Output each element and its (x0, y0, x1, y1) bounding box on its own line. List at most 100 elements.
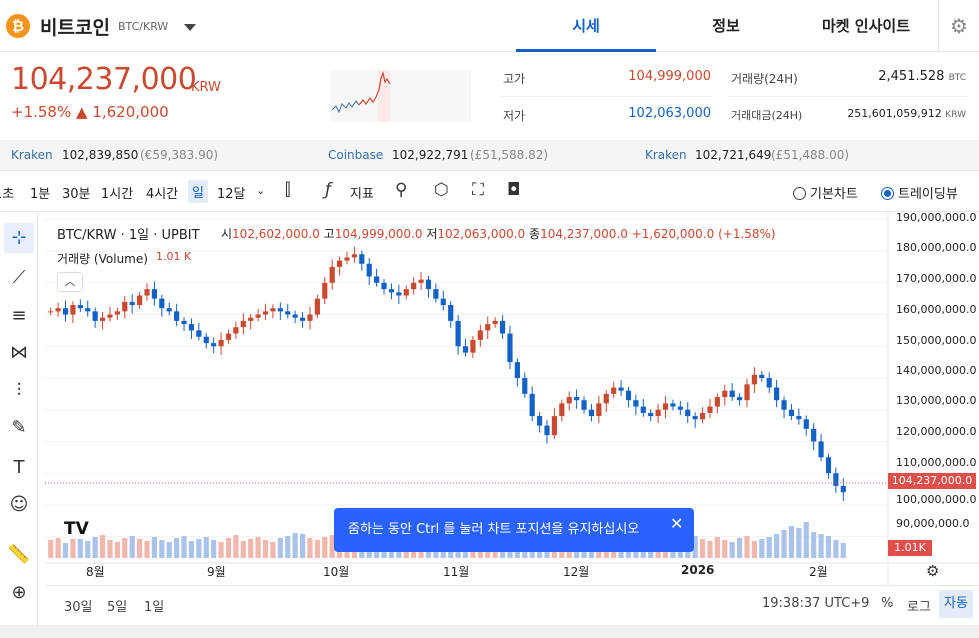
close-icon[interactable]: ✕ (670, 514, 684, 533)
chevron-down-icon[interactable] (184, 24, 196, 31)
pattern-icon[interactable]: ⋈ (10, 342, 28, 363)
range-5d[interactable]: 5일 (107, 600, 128, 615)
candle (529, 393, 535, 417)
mini-chart (330, 70, 471, 122)
candle (129, 301, 135, 306)
tf-30m[interactable]: 30분 (62, 187, 91, 202)
candle (574, 397, 580, 401)
candles-icon[interactable]: ⫿ (285, 180, 291, 200)
volume-bar (774, 534, 780, 558)
candle (603, 393, 609, 404)
log-toggle[interactable]: 로그 (907, 600, 931, 615)
magic-icon[interactable]: ⚲ (395, 180, 408, 200)
volume-bar (77, 539, 83, 558)
candle (359, 254, 365, 264)
range-30d[interactable]: 30일 (64, 600, 93, 615)
y-tick: 110,000,000.0 (896, 456, 977, 469)
tf-12mo[interactable]: 12달 (217, 187, 246, 202)
price-chart[interactable] (45, 213, 979, 585)
volume-bar (722, 540, 728, 558)
candle (729, 390, 735, 398)
tab-price[interactable]: 시세 (516, 0, 656, 52)
price-change: +1.58% ▲ 1,620,000 (11, 103, 169, 121)
radio-circle-selected[interactable] (881, 187, 894, 200)
tf-1m[interactable]: 1분 (30, 187, 51, 202)
high-label: 고 (323, 227, 335, 241)
indicator-label[interactable]: 지표 (350, 187, 374, 202)
tf-1h[interactable]: 1시간 (101, 187, 134, 202)
tf-1s[interactable]: 1초 (0, 187, 15, 202)
candle (788, 409, 795, 417)
open-value: 102,602,000.0 (232, 227, 320, 241)
candle (322, 282, 328, 299)
percent-toggle[interactable]: % (881, 596, 894, 611)
candle (625, 390, 632, 401)
fullscreen-icon[interactable]: ⛶ (472, 180, 484, 200)
candle (255, 314, 261, 318)
hlines-icon[interactable]: ≡ (11, 305, 27, 326)
fib-icon[interactable]: ⫶ (16, 380, 22, 401)
amount-24h-unit: KRW (945, 110, 966, 120)
candles (48, 246, 846, 501)
range-1d[interactable]: 1일 (144, 600, 165, 615)
volume-bar (129, 536, 135, 558)
candle (99, 317, 106, 321)
emoji-icon[interactable]: ☺ (9, 494, 29, 515)
volume-bar (840, 543, 846, 558)
volume-bar (692, 536, 698, 558)
brush-icon[interactable]: ✎ (11, 417, 27, 438)
y-tick: 170,000,000.0 (896, 272, 977, 285)
candle (818, 441, 824, 458)
volume-bar (744, 536, 750, 558)
tab-info[interactable]: 정보 (712, 17, 740, 35)
auto-toggle[interactable]: 자동 (939, 590, 973, 618)
tf-4h[interactable]: 4시간 (146, 187, 179, 202)
hexagon-icon[interactable]: ⬡ (434, 180, 449, 200)
text-icon[interactable]: T (13, 457, 25, 478)
candle (107, 314, 113, 318)
exchange-name[interactable]: Kraken (11, 148, 53, 162)
volume-bar (174, 538, 180, 558)
candle (699, 412, 706, 420)
collapse-button[interactable]: ︿ (57, 272, 83, 292)
volume-bar (759, 539, 765, 558)
radio-circle[interactable] (793, 187, 806, 200)
amount-24h-value: 251,601,059,912 KRW (820, 107, 966, 120)
crosshair-icon[interactable]: ⊹ (4, 223, 34, 253)
candle (707, 406, 713, 413)
radio-basic-chart[interactable]: 기본차트 (793, 183, 858, 202)
trendline-icon[interactable]: ⟋ (12, 267, 26, 288)
volume-bar (329, 535, 335, 558)
candle (225, 333, 232, 340)
exchange-name[interactable]: Kraken (645, 148, 687, 162)
price-unit: KRW (191, 80, 221, 95)
tab-market-insight[interactable]: 마켓 인사이트 (821, 17, 911, 35)
settings-icon[interactable]: ⚙ (926, 562, 940, 580)
fx-icon[interactable]: ƒ (325, 180, 331, 200)
candle (203, 336, 209, 344)
volume-bar (188, 541, 195, 558)
candle (633, 400, 639, 407)
chevron-down-icon[interactable]: ⌄ (256, 184, 266, 197)
gear-icon[interactable]: ⚙ (938, 0, 979, 52)
volume-bar (307, 538, 313, 558)
ruler-icon[interactable]: 📏 (7, 544, 31, 565)
radio-tradingview[interactable]: 트레이딩뷰 (881, 183, 958, 202)
volume-bar (62, 543, 69, 558)
bitcoin-icon: ₿ (6, 14, 30, 38)
zoom-in-icon[interactable]: ⊕ (11, 582, 27, 603)
camera-icon[interactable]: ◘ (507, 180, 521, 200)
exchange-name[interactable]: Coinbase (328, 148, 384, 162)
candle (114, 311, 120, 315)
candle (248, 317, 254, 321)
tf-1d[interactable]: 일 (188, 180, 208, 203)
candle (48, 311, 54, 313)
x-tick: 9월 (207, 565, 226, 579)
y-tick: 130,000,000.0 (896, 394, 977, 407)
low-value: 102,063,000 (628, 106, 711, 121)
candle (781, 400, 787, 410)
coin-name[interactable]: 비트코인 (40, 17, 110, 39)
close-label: 종 (529, 227, 541, 241)
clock-time[interactable]: 19:38:37 UTC+9 (762, 596, 870, 611)
volume-bar (181, 536, 187, 558)
